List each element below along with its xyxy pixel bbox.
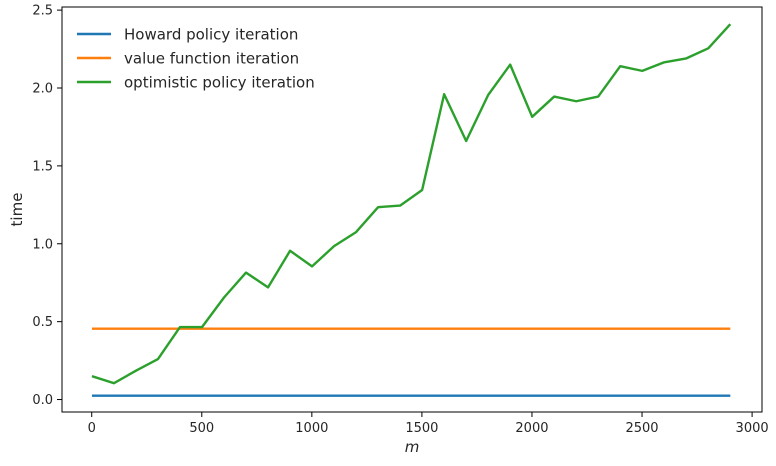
- x-tick-label: 1500: [405, 421, 438, 436]
- legend-label-3: optimistic policy iteration: [124, 74, 315, 92]
- x-tick-label: 2000: [515, 421, 548, 436]
- x-axis-label: m: [405, 438, 420, 456]
- x-tick-label: 2500: [625, 421, 658, 436]
- plot-area: [62, 7, 762, 412]
- y-tick-label: 1.5: [32, 159, 53, 174]
- legend-label-1: Howard policy iteration: [124, 26, 298, 44]
- y-tick-label: 2.0: [32, 82, 53, 97]
- x-tick-label: 0: [88, 421, 96, 436]
- x-tick-label: 500: [189, 421, 214, 436]
- x-tick-label: 3000: [736, 421, 769, 436]
- y-tick-label: 1.0: [32, 237, 53, 252]
- plot-background: [62, 7, 762, 412]
- y-tick-label: 0.0: [32, 393, 53, 408]
- y-tick-label: 2.5: [32, 4, 53, 19]
- y-axis-label: time: [8, 193, 26, 227]
- axes-layer: 0 500 1000 1500 2000 2500 3000 0.0 0.5 1.0 1.5 2.0 2…: [32, 4, 768, 436]
- legend: Howard policy iteration value function it…: [77, 26, 315, 92]
- x-tick-label: 1000: [295, 421, 328, 436]
- y-tick-label: 0.5: [32, 315, 53, 330]
- axes-frame: [61, 6, 763, 413]
- legend-label-2: value function iteration: [124, 50, 299, 68]
- series-layer: [91, 23, 732, 397]
- series-line-3: [91, 23, 732, 385]
